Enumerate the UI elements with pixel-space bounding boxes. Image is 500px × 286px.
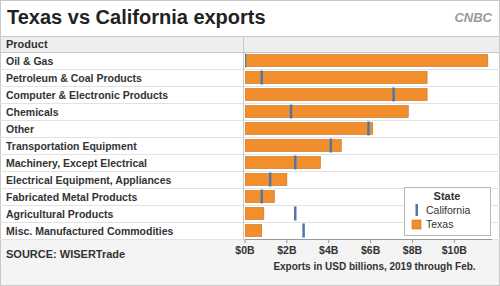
bar: [245, 208, 264, 220]
bar: [245, 191, 274, 203]
tick-mark: [245, 54, 246, 68]
legend-title: State: [434, 190, 461, 202]
bar: [245, 174, 287, 186]
category-label: Other: [6, 123, 34, 135]
marks: [245, 54, 488, 238]
x-tick-label: $8B: [403, 244, 423, 256]
frame: [1, 1, 500, 286]
background: [0, 0, 500, 286]
legend-swatch: [412, 220, 421, 229]
bar: [245, 55, 488, 67]
x-tick-label: $0B: [235, 244, 255, 256]
logo: CNBC: [454, 10, 492, 25]
source: SOURCE: WISERTrade: [6, 248, 125, 260]
category-label: Machinery, Except Electrical: [6, 157, 147, 169]
category-label: Petroleum & Coal Products: [6, 72, 142, 84]
x-tick-label: $2B: [277, 244, 297, 256]
tick-mark: [294, 156, 297, 170]
title: Texas vs California exports: [7, 6, 266, 28]
row-separator: [0, 154, 500, 155]
category-label: Oil & Gas: [6, 55, 53, 67]
x-tick: [370, 239, 371, 243]
category-label: Computer & Electronic Products: [6, 89, 168, 101]
category-label: Misc. Manufactured Commodities: [6, 225, 174, 237]
bar: [245, 89, 427, 101]
category-label: Agricultural Products: [6, 208, 114, 220]
tick-mark: [330, 139, 333, 153]
x-tick-label: $10B: [442, 244, 468, 256]
header-band: [1, 37, 500, 53]
category-label: Fabricated Metal Products: [6, 191, 137, 203]
bar: [245, 72, 427, 84]
x-tick: [245, 239, 246, 243]
row-separator: [0, 69, 500, 70]
tick-mark: [260, 71, 263, 85]
bar: [245, 106, 408, 118]
tick-mark: [290, 105, 293, 119]
legend-label: Texas: [426, 218, 453, 230]
row-separator: [0, 120, 500, 121]
legend-swatch: [416, 204, 419, 216]
tick-mark: [294, 207, 297, 221]
row-separator: [0, 239, 500, 240]
tick-mark: [367, 122, 370, 136]
bar: [245, 157, 320, 169]
row-separator: [0, 171, 500, 172]
bar: [245, 123, 373, 135]
category-label: Chemicals: [6, 106, 59, 118]
bar: [245, 225, 262, 237]
chart: Texas vs California exports CNBC Product Oi…: [0, 0, 500, 286]
x-tick: [454, 239, 455, 243]
x-tick: [412, 239, 413, 243]
bar: [245, 140, 341, 152]
legend-box: [405, 188, 491, 236]
tick-mark: [269, 173, 272, 187]
x-axis-title: Exports in USD billions, 2019 through Fe…: [273, 261, 475, 272]
x-axis-line: [245, 239, 492, 240]
x-tick-label: $6B: [361, 244, 381, 256]
x-tick-label: $4B: [319, 244, 339, 256]
tick-mark: [392, 88, 395, 102]
tick-mark: [260, 190, 263, 204]
column-divider: [243, 36, 244, 239]
category-label: Electrical Equipment, Appliances: [6, 174, 171, 186]
tick-mark: [302, 224, 305, 238]
row-separator: [0, 86, 500, 87]
column-header: Product: [6, 38, 48, 50]
x-tick: [286, 239, 287, 243]
category-label: Transportation Equipment: [6, 140, 137, 152]
row-separator: [0, 137, 500, 138]
legend-label: California: [426, 204, 471, 216]
row-separator: [0, 103, 500, 104]
footer-band: [1, 239, 500, 285]
x-tick: [328, 239, 329, 243]
